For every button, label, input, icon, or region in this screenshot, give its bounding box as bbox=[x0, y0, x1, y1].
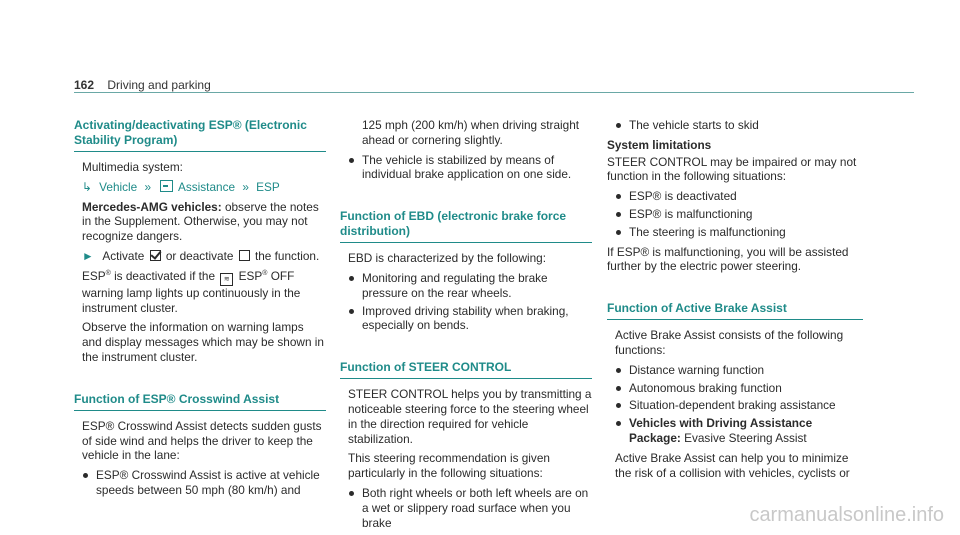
deact-a: ESP bbox=[82, 268, 106, 283]
list-item: Distance warning function bbox=[615, 363, 863, 378]
steer-list-cont: The vehicle starts to skid bbox=[607, 118, 863, 133]
double-chevron-icon: » bbox=[144, 179, 152, 194]
list-item: Autonomous braking function bbox=[615, 381, 863, 396]
steer-text: STEER CONTROL helps you by transmitting … bbox=[348, 387, 592, 446]
heading-ebd: Function of EBD (electronic brake force … bbox=[340, 209, 592, 244]
return-arrow-icon: ↳ bbox=[82, 179, 92, 194]
deact-c: ESP bbox=[238, 268, 263, 283]
amg-note: Mercedes-AMG vehicles: observe the notes… bbox=[74, 200, 326, 244]
list-item: ESP® is malfunctioning bbox=[615, 207, 863, 222]
limitations-list: ESP® is deactivated ESP® is malfunctioni… bbox=[607, 189, 863, 239]
checkbox-checked-icon bbox=[149, 249, 161, 261]
heading-crosswind: Function of ESP® Crosswind Assist bbox=[74, 392, 326, 411]
column-2: 125 mph (200 km/h) when driving straight… bbox=[340, 118, 592, 535]
action-arrow-icon: ► bbox=[82, 248, 94, 263]
aba-end-text: Active Brake Assist can help you to mini… bbox=[615, 450, 850, 480]
ebd-text: EBD is characterized by the following: bbox=[348, 251, 547, 266]
watermark: carmanualsonline.info bbox=[749, 504, 944, 526]
continuation-text: 125 mph (200 km/h) when driving straight… bbox=[362, 118, 580, 147]
system-limitations-title: System limitations bbox=[607, 137, 712, 152]
crosswind-list-cont: The vehicle is stabilized by means of in… bbox=[340, 153, 592, 183]
deactivated-info: ESP® is deactivated if the ≋ ESP® OFF wa… bbox=[82, 268, 301, 315]
observe-info: Observe the information on warning lamps… bbox=[82, 320, 324, 364]
list-item: The vehicle starts to skid bbox=[615, 118, 863, 133]
nav-esp[interactable]: ESP bbox=[256, 179, 280, 194]
aba-list: Distance warning function Autonomous bra… bbox=[607, 363, 863, 446]
heading-active-brake-assist: Function of Active Brake Assist bbox=[607, 301, 863, 321]
header-rule bbox=[74, 92, 914, 93]
amg-text: observe the notes in the Supplement. Oth… bbox=[82, 199, 319, 244]
list-item: Improved driving stability when braking,… bbox=[348, 304, 592, 334]
page-number: 162 bbox=[74, 78, 95, 92]
esp-malfunction-text: If ESP® is malfunctioning, you will be a… bbox=[607, 244, 849, 274]
nav-assistance[interactable]: Assistance bbox=[177, 179, 236, 194]
activate-text-c: the function. bbox=[254, 248, 320, 263]
column-1: Activating/deactivating ESP® (Electronic… bbox=[74, 118, 326, 503]
column-3: The vehicle starts to skid System limita… bbox=[607, 118, 863, 485]
steer-text-2: This steering recommendation is given pa… bbox=[348, 451, 550, 481]
deact-d: OFF warning lamp lights up continuously … bbox=[82, 268, 301, 315]
list-item: Monitoring and regulating the brake pres… bbox=[348, 271, 592, 301]
activate-text-b: or deactivate bbox=[165, 248, 234, 263]
page-header: 162 Driving and parking bbox=[74, 78, 211, 92]
car-icon bbox=[160, 179, 174, 192]
list-item: ESP® is deactivated bbox=[615, 189, 863, 204]
double-chevron-icon: » bbox=[242, 179, 249, 194]
list-item: Situation-dependent braking assistance bbox=[615, 398, 863, 413]
nav-vehicle[interactable]: Vehicle bbox=[99, 179, 138, 194]
list-item: The vehicle is stabilized by means of in… bbox=[348, 153, 592, 183]
heading-steer-control: Function of STEER CONTROL bbox=[340, 360, 592, 380]
crosswind-text: ESP® Crosswind Assist detects sudden gus… bbox=[82, 418, 322, 463]
activate-instruction: ► Activate or deactivate the function. bbox=[74, 249, 326, 264]
list-item: ESP® Crosswind Assist is active at vehic… bbox=[82, 468, 326, 498]
nav-path: ↳ Vehicle » Assistance » ESP bbox=[74, 179, 326, 195]
deact-b: is deactivated if the bbox=[114, 268, 216, 283]
multimedia-label: Multimedia system: bbox=[82, 160, 183, 174]
system-limitations-text: STEER CONTROL may be impaired or may not… bbox=[607, 154, 857, 184]
amg-bold: Mercedes-AMG vehicles: bbox=[82, 199, 222, 214]
steer-list: Both right wheels or both left wheels ar… bbox=[340, 486, 592, 530]
ebd-list: Monitoring and regulating the brake pres… bbox=[340, 271, 592, 333]
heading-activating-esp: Activating/deactivating ESP® (Electronic… bbox=[74, 118, 326, 152]
section-title: Driving and parking bbox=[107, 78, 211, 92]
list-item: Both right wheels or both left wheels ar… bbox=[348, 486, 592, 530]
activate-text-a: Activate bbox=[102, 248, 145, 263]
aba-text: Active Brake Assist consists of the foll… bbox=[615, 328, 844, 357]
crosswind-list: ESP® Crosswind Assist is active at vehic… bbox=[74, 468, 326, 498]
list-item: The steering is malfunctioning bbox=[615, 225, 863, 240]
checkbox-empty-icon bbox=[238, 249, 250, 261]
list-item: Vehicles with Driving Assistance Package… bbox=[615, 416, 863, 446]
esp-off-warning-icon: ≋ bbox=[220, 272, 234, 286]
